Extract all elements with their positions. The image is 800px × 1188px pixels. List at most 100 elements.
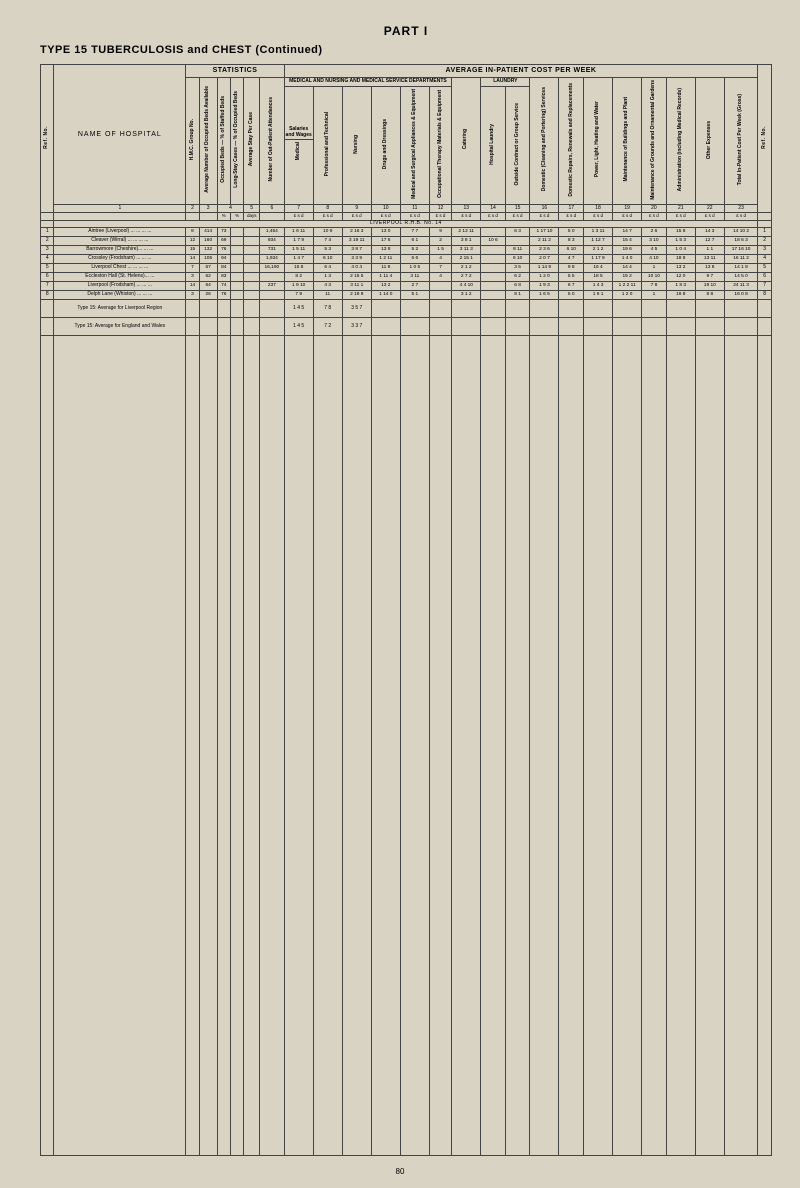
region-average-row: Type 15: Average for Liverpool Region 1 …: [41, 299, 772, 317]
col-header: Other Expenses: [695, 77, 724, 204]
cell: 14: [186, 281, 199, 290]
cell: 62: [199, 272, 217, 281]
col-header: Power, Light, Heating and Water: [584, 77, 613, 204]
table-row: 3Barrowmore (Cheshire)... ... ...1513276…: [41, 245, 772, 254]
cell: 9 7: [695, 272, 724, 281]
table-row: 4Crossley (Frodsham) ... ... ...14105941…: [41, 254, 772, 263]
cell: 1: [642, 263, 667, 272]
cell: 15: [186, 245, 199, 254]
cell: 6 3: [505, 227, 530, 236]
cell: 7 7: [400, 227, 429, 236]
cell: 14 7: [613, 227, 642, 236]
cell: 6 2: [505, 272, 530, 281]
cell: 2 6: [642, 227, 667, 236]
cell: 5 3: [313, 245, 342, 254]
med-nursing-header: MEDICAL AND NURSING AND MEDICAL SERVICE …: [284, 77, 452, 86]
table-row: 8Delph Lane (Whiston) ... ... ...326767 …: [41, 290, 772, 299]
cell: [244, 236, 260, 245]
cell: 1 0 4: [666, 245, 695, 254]
cell: 3 8 1: [452, 236, 481, 245]
col-header: Drugs and Dressings: [371, 86, 400, 204]
cell: 10 6: [481, 236, 506, 245]
col-header: Outside Contract or Group Service: [505, 86, 530, 204]
col-header: Domestic (Cleaning and Portering) Servic…: [530, 77, 559, 204]
cell: 17 6: [371, 236, 400, 245]
cell: 4 4 10: [452, 281, 481, 290]
cell: 3 3 9: [342, 254, 371, 263]
cell: [244, 245, 260, 254]
ref-no-header-right: Ref. No.: [758, 65, 772, 213]
cell: 2 11 2: [530, 236, 559, 245]
col-header: Average Stay Per Case: [244, 77, 260, 204]
cell: 4: [429, 272, 451, 281]
cell: 1 0 5: [400, 263, 429, 272]
cell: 7: [186, 263, 199, 272]
cell: 14 1 8: [724, 263, 758, 272]
cell: 1 17 10: [530, 227, 559, 236]
cell: 934: [260, 236, 285, 245]
cell: 2 0 7: [530, 254, 559, 263]
cell: 69: [217, 236, 230, 245]
cell: 7 9: [284, 290, 313, 299]
cell: 1 3 11: [584, 227, 613, 236]
cell: 2 1 2: [584, 245, 613, 254]
cell: 16,190: [260, 263, 285, 272]
cell: 4 10: [642, 254, 667, 263]
cell: 7 4: [313, 236, 342, 245]
cell: 3: [186, 290, 199, 299]
cell: 2 15 5: [342, 272, 371, 281]
ref-no: 2: [41, 236, 54, 245]
cell: 3 11: [400, 272, 429, 281]
ref-no: 8: [41, 290, 54, 299]
table-row: 7Liverpool (Frodsham) ... ... ...1464742…: [41, 281, 772, 290]
cell: 1 5: [429, 245, 451, 254]
cell: 6 10: [505, 254, 530, 263]
cell: 6 10: [313, 254, 342, 263]
cell: 19 6: [613, 245, 642, 254]
cell: 4 5: [642, 245, 667, 254]
cell: 1 6 5: [530, 290, 559, 299]
cell: 160: [199, 236, 217, 245]
cell: 11: [313, 290, 342, 299]
ref-no: 3: [41, 245, 54, 254]
national-average-row: Type 15: Average for England and Wales 1…: [41, 317, 772, 335]
cell: 5 2: [400, 245, 429, 254]
hospital-name: Aintree (Liverpool) ... ... ... ...: [54, 227, 186, 236]
table-body-spacer: [41, 335, 772, 1155]
cell: [230, 281, 243, 290]
col-header: Total In-Patient Cost Per Week (Gross): [724, 77, 758, 204]
cell: 3 5: [505, 263, 530, 272]
cell: 1 9 10: [284, 281, 313, 290]
cell: 1 12 7: [584, 236, 613, 245]
cell: 7 8: [642, 281, 667, 290]
col-header: Number of Out-Patient Attendances: [260, 77, 285, 204]
cell: 18 8: [666, 254, 695, 263]
ref-no: 2: [758, 236, 772, 245]
cell: 6 7: [559, 281, 584, 290]
cell: 83: [217, 272, 230, 281]
cell: [244, 254, 260, 263]
cell: [260, 272, 285, 281]
cell: 4 7: [559, 254, 584, 263]
cell: 12 7: [695, 236, 724, 245]
cell: 13 8: [371, 245, 400, 254]
cell: 14 10 2: [724, 227, 758, 236]
col-header: Hospital Laundry: [481, 86, 506, 204]
cell: 1 4 0: [613, 254, 642, 263]
table-row: 5Liverpool Chest ... ... ... ...7678416,…: [41, 263, 772, 272]
cell: [230, 272, 243, 281]
cell: [244, 290, 260, 299]
cell: 19 10: [695, 281, 724, 290]
hospital-name: Eccleston Hall (St. Helens)... ...: [54, 272, 186, 281]
cell: [244, 272, 260, 281]
cell: 1 14 0: [371, 290, 400, 299]
cell: 1 5 3: [666, 236, 695, 245]
cell: 1,454: [260, 227, 285, 236]
cell: 1 9 3: [530, 281, 559, 290]
cell: [230, 245, 243, 254]
cell: [244, 281, 260, 290]
cell: 3 11 1: [342, 281, 371, 290]
cell: 1 6 1: [584, 290, 613, 299]
cell: 9: [429, 227, 451, 236]
cell: 12: [186, 236, 199, 245]
